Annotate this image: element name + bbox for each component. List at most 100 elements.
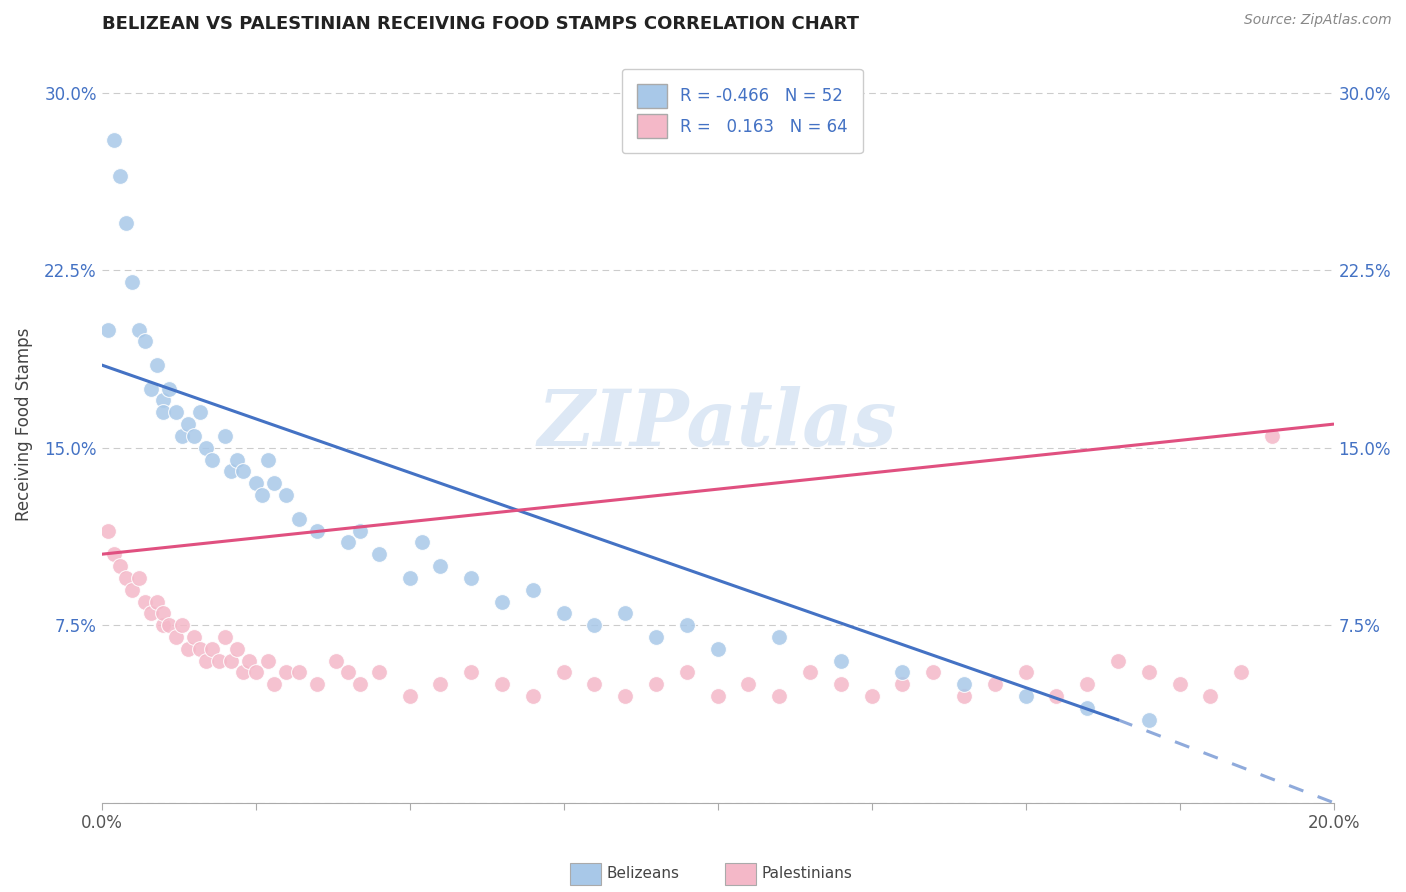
Point: [108, 559, 131, 574]
Point: [165, 630, 187, 644]
Point: [170, 429, 193, 443]
Point: [134, 594, 156, 608]
Point: [188, 641, 211, 656]
Point: [139, 607, 162, 621]
Point: [165, 405, 187, 419]
Point: [232, 665, 254, 680]
Text: BELIZEAN VS PALESTINIAN RECEIVING FOOD STAMPS CORRELATION CHART: BELIZEAN VS PALESTINIAN RECEIVING FOOD S…: [101, 15, 859, 33]
Point: [250, 488, 273, 502]
Point: [232, 465, 254, 479]
Point: [108, 169, 131, 183]
Point: [922, 665, 945, 680]
Point: [675, 618, 697, 632]
Point: [115, 216, 138, 230]
Point: [491, 677, 513, 691]
Point: [860, 689, 883, 703]
Point: [891, 677, 914, 691]
Point: [183, 630, 205, 644]
Point: [1107, 654, 1129, 668]
Point: [188, 405, 211, 419]
Point: [891, 665, 914, 680]
Point: [177, 641, 200, 656]
Point: [706, 641, 728, 656]
Point: [219, 654, 242, 668]
Point: [553, 665, 575, 680]
Point: [201, 641, 224, 656]
Point: [263, 677, 285, 691]
Text: Palestinians: Palestinians: [761, 866, 852, 880]
Point: [583, 618, 606, 632]
Point: [307, 677, 329, 691]
Point: [219, 465, 242, 479]
Point: [257, 452, 280, 467]
Point: [367, 665, 389, 680]
Point: [522, 689, 544, 703]
Point: [1076, 701, 1098, 715]
Point: [1137, 713, 1160, 727]
Point: [1076, 677, 1098, 691]
Point: [1014, 665, 1036, 680]
Point: [128, 571, 150, 585]
Point: [398, 689, 420, 703]
Point: [706, 689, 728, 703]
Point: [1230, 665, 1253, 680]
Point: [367, 547, 389, 561]
Point: [257, 654, 280, 668]
Point: [97, 322, 120, 336]
Text: Belizeans: Belizeans: [606, 866, 679, 880]
Text: ZIPatlas: ZIPatlas: [538, 386, 897, 462]
Point: [152, 393, 174, 408]
Point: [183, 429, 205, 443]
Point: [157, 382, 180, 396]
Point: [1168, 677, 1191, 691]
Point: [953, 677, 976, 691]
Point: [953, 689, 976, 703]
Point: [207, 654, 229, 668]
Point: [287, 512, 309, 526]
Point: [214, 429, 236, 443]
Point: [201, 452, 224, 467]
Point: [177, 417, 200, 431]
Point: [1045, 689, 1067, 703]
Point: [307, 524, 329, 538]
Point: [139, 382, 162, 396]
Point: [128, 322, 150, 336]
Point: [349, 524, 371, 538]
Point: [768, 689, 790, 703]
Point: [1137, 665, 1160, 680]
Point: [522, 582, 544, 597]
Point: [614, 689, 637, 703]
Point: [152, 618, 174, 632]
Point: [121, 275, 143, 289]
Point: [115, 571, 138, 585]
Point: [336, 535, 359, 549]
Point: [245, 665, 267, 680]
Point: [737, 677, 759, 691]
Point: [325, 654, 347, 668]
Point: [170, 618, 193, 632]
Point: [1199, 689, 1222, 703]
Point: [103, 133, 125, 147]
Point: [799, 665, 821, 680]
Point: [245, 476, 267, 491]
Point: [121, 582, 143, 597]
Point: [1014, 689, 1036, 703]
Point: [195, 441, 218, 455]
Point: [146, 358, 169, 372]
Point: [157, 618, 180, 632]
Point: [146, 594, 169, 608]
Point: [491, 594, 513, 608]
Point: [226, 641, 249, 656]
Point: [983, 677, 1005, 691]
Text: Source: ZipAtlas.com: Source: ZipAtlas.com: [1244, 13, 1392, 28]
Point: [830, 654, 852, 668]
Point: [195, 654, 218, 668]
Point: [276, 665, 298, 680]
Point: [460, 571, 482, 585]
Point: [429, 677, 451, 691]
Point: [614, 607, 637, 621]
Point: [134, 334, 156, 349]
Point: [152, 607, 174, 621]
Point: [460, 665, 482, 680]
Point: [97, 524, 120, 538]
